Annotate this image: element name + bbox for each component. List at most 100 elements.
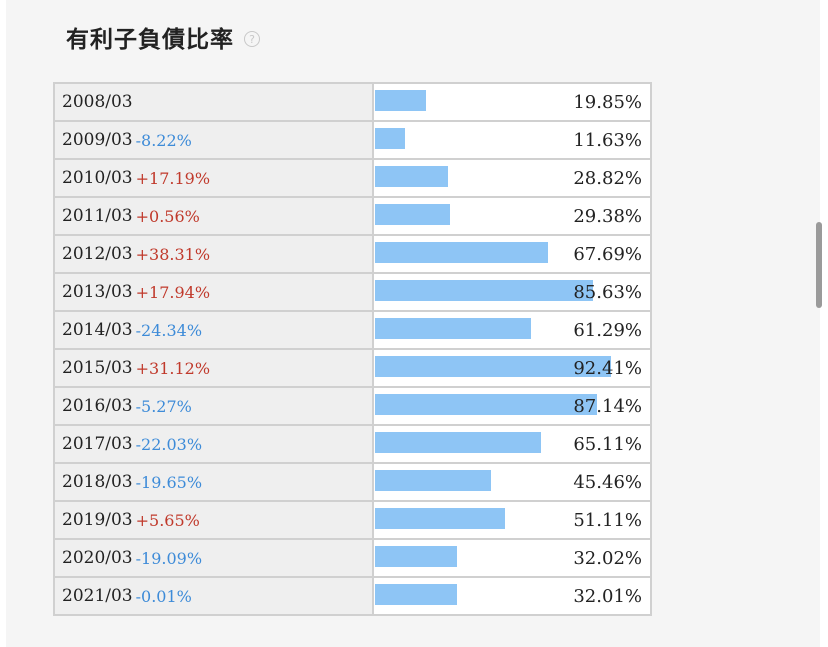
value-label: 67.69% <box>573 243 642 265</box>
table-row: 2014/03 -24.34% 61.29% <box>55 312 650 350</box>
bar <box>375 166 448 187</box>
panel: 有利子負債比率 ? 2008/03 19.85% 2009/03 -8.22% 11.6… <box>6 0 820 647</box>
table-row: 2018/03 -19.65% 45.46% <box>55 464 650 502</box>
table-row: 2019/03 +5.65% 51.11% <box>55 502 650 540</box>
bar-cell: 67.69% <box>374 236 650 272</box>
category-label: 2014/03 <box>62 320 133 340</box>
value-label: 85.63% <box>573 281 642 303</box>
value-label: 28.82% <box>573 167 642 189</box>
category-label-cell: 2015/03 +31.12% <box>55 350 374 386</box>
value-label: 32.02% <box>573 547 642 569</box>
table-row: 2012/03 +38.31% 67.69% <box>55 236 650 274</box>
change-label: -24.34% <box>135 320 203 340</box>
category-label-cell: 2012/03 +38.31% <box>55 236 374 272</box>
bar <box>375 432 541 453</box>
bar-cell: 65.11% <box>374 426 650 462</box>
change-label: -0.01% <box>135 586 192 606</box>
bar <box>375 356 611 377</box>
table-row: 2016/03 -5.27% 87.14% <box>55 388 650 426</box>
value-label: 11.63% <box>573 129 642 151</box>
value-label: 51.11% <box>573 509 642 531</box>
bar-cell: 85.63% <box>374 274 650 310</box>
bar-cell: 28.82% <box>374 160 650 196</box>
category-label-cell: 2014/03 -24.34% <box>55 312 374 348</box>
value-label: 65.11% <box>573 433 642 455</box>
bar-cell: 92.41% <box>374 350 650 386</box>
category-label-cell: 2010/03 +17.19% <box>55 160 374 196</box>
category-label: 2010/03 <box>62 168 133 188</box>
change-label: +38.31% <box>135 244 211 264</box>
bar <box>375 280 593 301</box>
category-label: 2016/03 <box>62 396 133 416</box>
bar-cell: 51.11% <box>374 502 650 538</box>
category-label: 2018/03 <box>62 472 133 492</box>
change-label: -8.22% <box>135 130 192 150</box>
category-label-cell: 2017/03 -22.03% <box>55 426 374 462</box>
bar-cell: 32.02% <box>374 540 650 576</box>
category-label: 2019/03 <box>62 510 133 530</box>
bar-table: 2008/03 19.85% 2009/03 -8.22% 11.63% 2010/03 +… <box>53 82 652 616</box>
category-label-cell: 2016/03 -5.27% <box>55 388 374 424</box>
table-row: 2017/03 -22.03% 65.11% <box>55 426 650 464</box>
category-label: 2015/03 <box>62 358 133 378</box>
value-label: 19.85% <box>573 91 642 113</box>
change-label: +5.65% <box>135 510 200 530</box>
value-label: 45.46% <box>573 471 642 493</box>
table-row: 2020/03 -19.09% 32.02% <box>55 540 650 578</box>
value-label: 29.38% <box>573 205 642 227</box>
bar <box>375 242 548 263</box>
bar-cell: 45.46% <box>374 464 650 500</box>
category-label: 2021/03 <box>62 586 133 606</box>
bar-cell: 29.38% <box>374 198 650 234</box>
category-label-cell: 2008/03 <box>55 84 374 120</box>
category-label-cell: 2018/03 -19.65% <box>55 464 374 500</box>
category-label-cell: 2021/03 -0.01% <box>55 578 374 614</box>
bar-cell: 61.29% <box>374 312 650 348</box>
change-label: -19.09% <box>135 548 203 568</box>
change-label: +17.19% <box>135 168 211 188</box>
bar <box>375 508 505 529</box>
table-row: 2015/03 +31.12% 92.41% <box>55 350 650 388</box>
table-row: 2010/03 +17.19% 28.82% <box>55 160 650 198</box>
question-circle-icon[interactable]: ? <box>244 31 260 47</box>
bar-cell: 11.63% <box>374 122 650 158</box>
bar <box>375 318 531 339</box>
category-label-cell: 2013/03 +17.94% <box>55 274 374 310</box>
vertical-scrollbar[interactable] <box>816 222 822 308</box>
table-row: 2008/03 19.85% <box>55 84 650 122</box>
change-label: +31.12% <box>135 358 211 378</box>
category-label-cell: 2011/03 +0.56% <box>55 198 374 234</box>
bar <box>375 394 597 415</box>
change-label: -22.03% <box>135 434 203 454</box>
table-row: 2021/03 -0.01% 32.01% <box>55 578 650 616</box>
bar-cell: 87.14% <box>374 388 650 424</box>
table-row: 2009/03 -8.22% 11.63% <box>55 122 650 160</box>
bar <box>375 584 457 605</box>
change-label: +0.56% <box>135 206 200 226</box>
change-label: +17.94% <box>135 282 211 302</box>
change-label: -19.65% <box>135 472 203 492</box>
value-label: 87.14% <box>573 395 642 417</box>
category-label: 2020/03 <box>62 548 133 568</box>
category-label: 2013/03 <box>62 282 133 302</box>
category-label-cell: 2019/03 +5.65% <box>55 502 374 538</box>
bar-cell: 32.01% <box>374 578 650 614</box>
table-row: 2011/03 +0.56% 29.38% <box>55 198 650 236</box>
bar <box>375 90 426 111</box>
bar <box>375 546 457 567</box>
category-label-cell: 2009/03 -8.22% <box>55 122 374 158</box>
bar <box>375 204 450 225</box>
table-row: 2013/03 +17.94% 85.63% <box>55 274 650 312</box>
bar <box>375 128 405 149</box>
value-label: 32.01% <box>573 585 642 607</box>
category-label: 2012/03 <box>62 244 133 264</box>
category-label-cell: 2020/03 -19.09% <box>55 540 374 576</box>
chart-title: 有利子負債比率 <box>66 27 234 53</box>
category-label: 2009/03 <box>62 130 133 150</box>
category-label: 2017/03 <box>62 434 133 454</box>
change-label: -5.27% <box>135 396 192 416</box>
bar <box>375 470 491 491</box>
category-label: 2011/03 <box>62 206 133 226</box>
bar-cell: 19.85% <box>374 84 650 120</box>
value-label: 92.41% <box>573 357 642 379</box>
